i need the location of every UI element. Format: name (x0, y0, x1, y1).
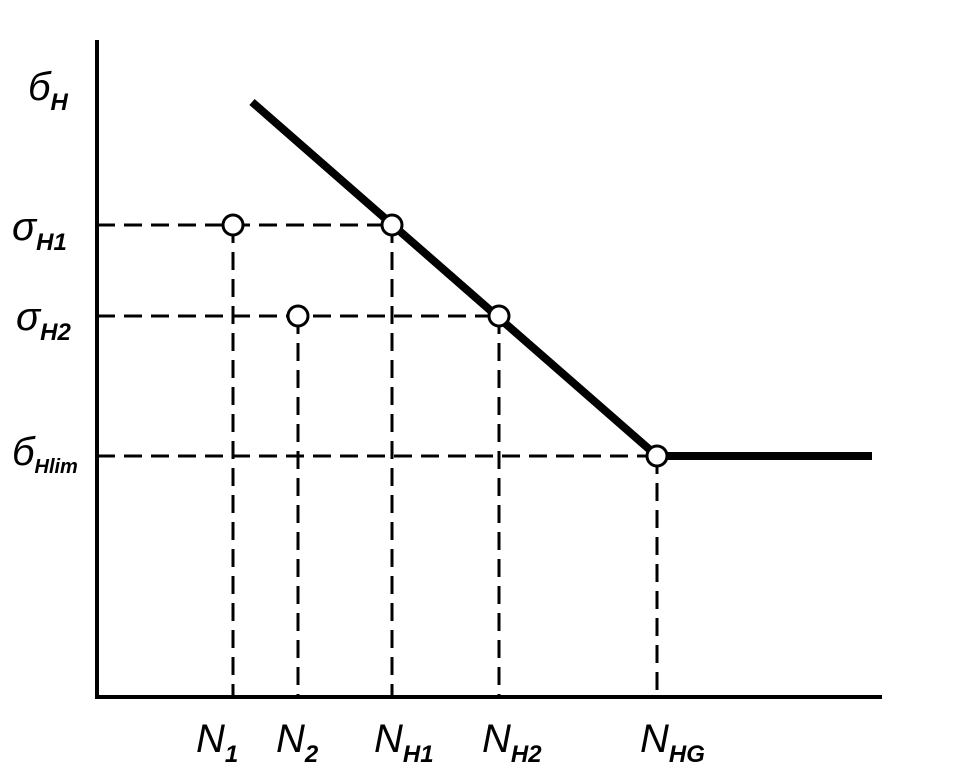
y-label: σH1 (12, 205, 67, 256)
symbol: N (482, 717, 511, 761)
x-label: NH1 (374, 717, 434, 768)
subscript: 1 (225, 741, 238, 768)
subscript: H2 (511, 741, 542, 768)
x-label: N1 (196, 717, 238, 768)
x-label: N2 (276, 717, 319, 768)
symbol: N (196, 717, 225, 761)
symbol: σ (12, 205, 38, 249)
guides (97, 223, 659, 697)
y-label: σH2 (16, 295, 71, 346)
subscript: HG (669, 741, 705, 768)
symbol: N (276, 717, 305, 761)
symbol: N (374, 717, 403, 761)
subscript: H1 (403, 741, 434, 768)
point (487, 304, 511, 328)
subscript: H1 (36, 229, 67, 256)
subscript: H2 (40, 319, 71, 346)
subscript: 2 (304, 741, 319, 768)
symbol: N (640, 717, 669, 761)
x-label: NH2 (482, 717, 542, 768)
symbol: б (12, 430, 36, 474)
point (221, 213, 245, 237)
x-label: NHG (640, 717, 705, 768)
point (645, 444, 669, 468)
y-label: бHlim (12, 430, 78, 478)
fatigue-curve (249, 98, 872, 460)
symbol: σ (16, 295, 42, 339)
point (286, 304, 310, 328)
point (380, 213, 404, 237)
y-axis-label: бH (28, 65, 69, 116)
subscript: Hlim (35, 456, 78, 478)
symbol: б (28, 65, 52, 109)
subscript: H (51, 89, 69, 116)
